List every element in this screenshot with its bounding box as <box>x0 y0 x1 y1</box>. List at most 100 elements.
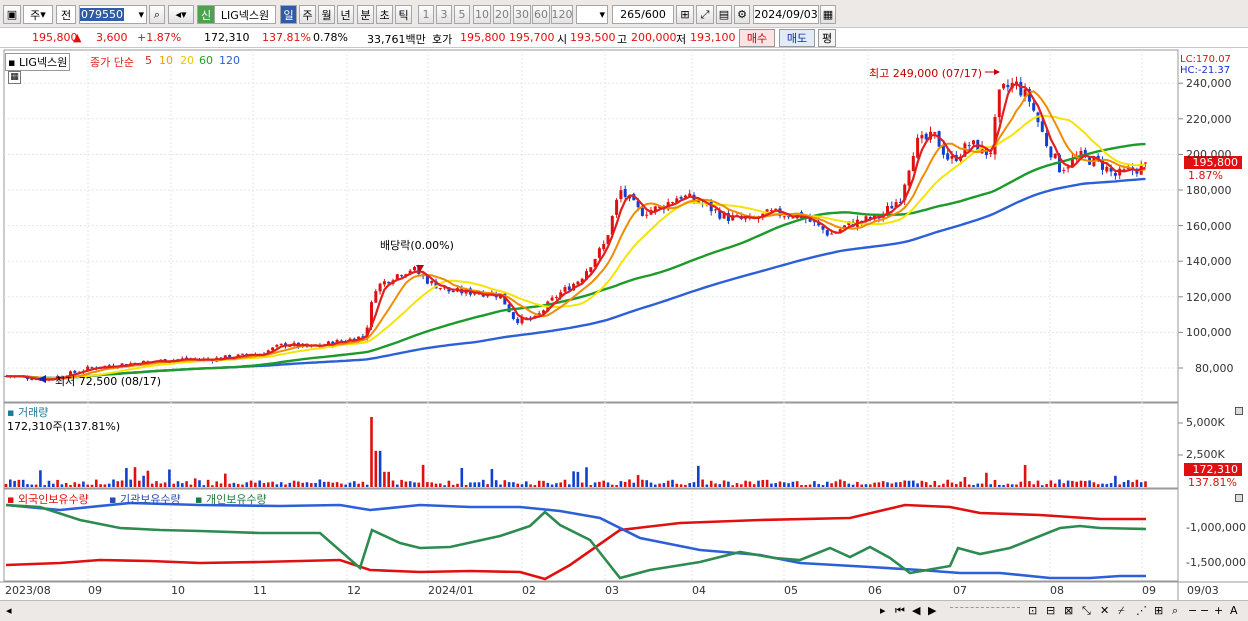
toolbar: ▣ 주 ▾ 전 079550 ▾ ⌕ ◂▾ 신 LIG넥스원 일 주 월 년 분 초… <box>0 0 1248 28</box>
candle-body <box>623 188 627 197</box>
min-1[interactable]: 1 <box>418 5 434 24</box>
tab-tick[interactable]: 틱 <box>395 5 412 24</box>
date-input[interactable]: 2024/09/03 <box>753 5 819 24</box>
cursor-icon[interactable]: ⊠ <box>1064 604 1074 617</box>
candle-body <box>438 287 442 289</box>
tab-week[interactable]: 주 <box>299 5 316 24</box>
volume-bar <box>795 481 799 487</box>
speaker-icon[interactable]: ◂▾ <box>168 5 194 24</box>
candle-body <box>585 271 588 280</box>
calendar-icon[interactable]: ▦ <box>820 5 836 24</box>
panel-close-icon[interactable] <box>1235 494 1243 502</box>
volume-bar <box>400 479 403 487</box>
candle-body <box>709 201 713 212</box>
volume-bar <box>1127 480 1130 487</box>
volume-bar <box>34 484 38 487</box>
draw-tool-icon[interactable]: ⤢ <box>696 5 714 24</box>
volume-bar <box>103 484 107 487</box>
min-60[interactable]: 60 <box>532 5 550 24</box>
save-icon[interactable]: ▤ <box>716 5 732 24</box>
candle-body <box>1118 168 1122 176</box>
min-10[interactable]: 10 <box>473 5 491 24</box>
sell-button[interactable]: 매도 <box>779 29 815 47</box>
font-size-icon[interactable]: A <box>1230 604 1238 617</box>
interval-select[interactable]: ▾ <box>576 5 608 24</box>
x-tick: 2023/08 <box>5 584 51 597</box>
legend-institution: ▪ 기관보유수량 <box>109 493 181 506</box>
volume-bar <box>348 482 352 487</box>
scroll-bar[interactable]: ◂ ▸ ⏮ ◀ ▶ ⊡ ⊟ ⊠ ⤡ ✕ ⌿ ⋰ ⊞ ⌕ − − + A <box>0 600 1248 621</box>
volume-bar <box>1084 481 1087 487</box>
min-20[interactable]: 20 <box>493 5 511 24</box>
buy-button[interactable]: 매수 <box>739 29 775 47</box>
prev-page-icon[interactable]: ◀ <box>912 604 921 617</box>
zoom-icon[interactable]: ⊡ <box>1028 604 1038 617</box>
candle-body <box>1096 155 1100 160</box>
search-icon[interactable]: ⌕ <box>149 5 165 24</box>
stock-legend[interactable]: ▪ LIG넥스원 <box>5 53 71 71</box>
candle-body <box>1109 168 1113 172</box>
eval-button[interactable]: 평 <box>818 29 836 47</box>
min-30[interactable]: 30 <box>513 5 531 24</box>
next-page-icon[interactable]: ▶ <box>928 604 937 617</box>
tab-month[interactable]: 월 <box>318 5 335 24</box>
volume-bar <box>181 483 184 487</box>
volume-bar <box>301 482 304 487</box>
volume-bar <box>838 479 842 487</box>
tab-year[interactable]: 년 <box>337 5 354 24</box>
scroll-right-icon[interactable]: ▸ <box>880 604 886 617</box>
reset-icon[interactable]: ⊟ <box>1046 604 1056 617</box>
candle-body <box>1023 89 1027 97</box>
gear-icon[interactable]: ⚙ <box>734 5 750 24</box>
prev-button[interactable]: 전 <box>56 5 76 24</box>
x-tick: 05 <box>784 584 798 597</box>
volume-bar <box>770 483 773 487</box>
volume-bar <box>1045 483 1048 487</box>
x-tick: 10 <box>171 584 185 597</box>
change-value: 3,600 <box>96 31 128 44</box>
line-icon[interactable]: ⤡ <box>1082 604 1091 617</box>
zoom-track[interactable] <box>950 607 1020 615</box>
trend-icon[interactable]: ⌿ <box>1118 604 1125 617</box>
volume-bar <box>499 484 502 487</box>
code-input[interactable]: 079550 ▾ <box>79 5 147 24</box>
candle-body <box>980 146 984 154</box>
panel-close-icon[interactable] <box>1235 407 1243 415</box>
tab-second[interactable]: 초 <box>376 5 393 24</box>
candle-body <box>606 235 610 245</box>
current-price: 195,800 <box>32 31 78 44</box>
volume-bar <box>976 483 980 487</box>
fib-icon[interactable]: ⋰ <box>1136 604 1147 617</box>
volume-bar <box>82 481 85 487</box>
min-120[interactable]: 120 <box>551 5 573 24</box>
chart-type-icon[interactable]: ⊞ <box>676 5 694 24</box>
count-field[interactable]: 265/600 <box>612 5 674 24</box>
tab-minute[interactable]: 분 <box>357 5 374 24</box>
layout-icon[interactable]: ▣ <box>3 5 21 24</box>
volume-bar <box>383 471 386 487</box>
volume-bar <box>456 483 459 487</box>
mode-select[interactable]: 주 ▾ <box>23 5 53 24</box>
grid-icon[interactable]: ⊞ <box>1154 604 1164 617</box>
volume-bar <box>469 482 472 487</box>
candle-body <box>395 274 399 280</box>
tab-day[interactable]: 일 <box>280 5 297 24</box>
table-icon[interactable]: ▦ <box>8 71 21 84</box>
minus-icon[interactable]: − <box>1200 604 1210 617</box>
magnify-icon[interactable]: ⌕ <box>1172 604 1179 617</box>
zoom-in-icon[interactable]: + <box>1214 604 1224 617</box>
min-5[interactable]: 5 <box>454 5 470 24</box>
amount: 33,761백만 <box>367 33 426 46</box>
zoom-out-icon[interactable]: − <box>1188 604 1198 617</box>
pct-tag: 1.87% <box>1188 169 1223 182</box>
volume-bar <box>297 481 300 487</box>
bid-price: 195,700 <box>509 31 555 44</box>
first-page-icon[interactable]: ⏮ <box>895 604 905 617</box>
min-3[interactable]: 3 <box>436 5 452 24</box>
volume-bar <box>735 483 739 487</box>
volume-bar <box>21 479 25 487</box>
cross-icon[interactable]: ✕ <box>1100 604 1110 617</box>
scroll-left-icon[interactable]: ◂ <box>6 604 12 617</box>
volume-bar <box>133 467 137 487</box>
